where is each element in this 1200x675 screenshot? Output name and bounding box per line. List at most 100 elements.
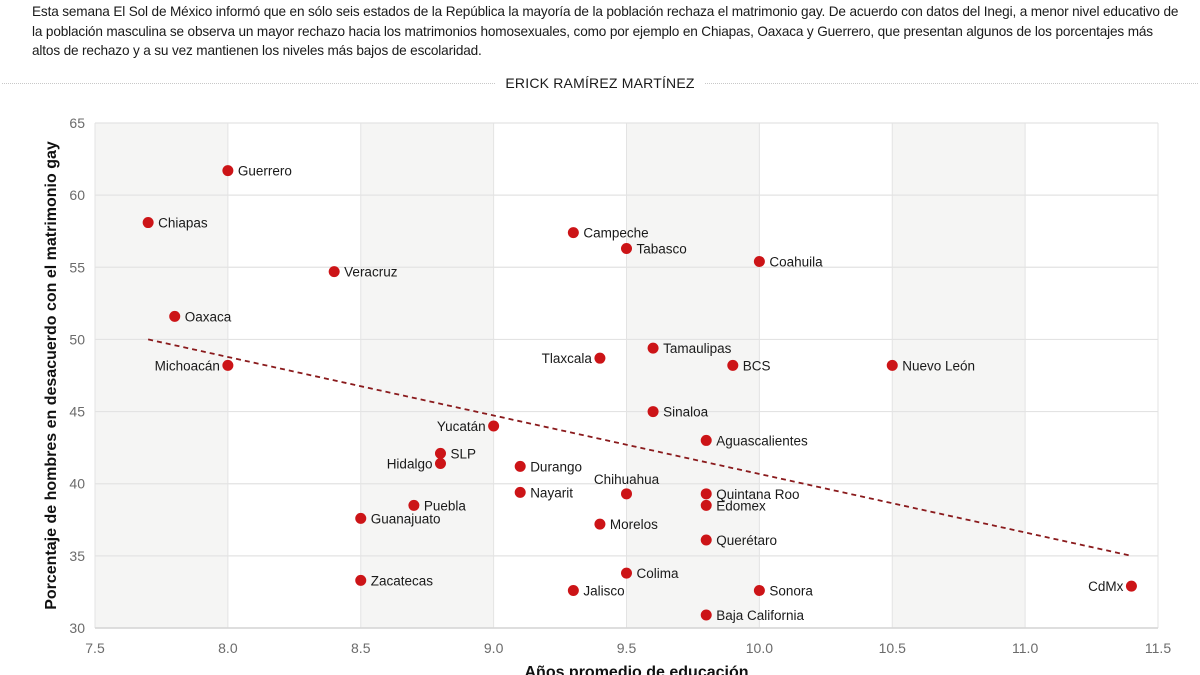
data-point-group[interactable]: Durango bbox=[514, 459, 582, 474]
data-point-group[interactable]: Tabasco bbox=[621, 242, 687, 257]
data-point-group[interactable]: Tlaxcala bbox=[542, 351, 606, 366]
data-point[interactable] bbox=[647, 342, 659, 354]
data-point-group[interactable]: Guanajuato bbox=[355, 511, 441, 526]
data-point[interactable] bbox=[567, 227, 579, 239]
data-point[interactable] bbox=[727, 359, 739, 371]
data-point-group[interactable]: Puebla bbox=[408, 498, 466, 513]
data-point-label: Aguascalientes bbox=[716, 433, 808, 448]
data-point-group[interactable]: Baja California bbox=[700, 608, 805, 623]
data-point-group[interactable]: Aguascalientes bbox=[700, 433, 808, 448]
data-point-label: SLP bbox=[450, 446, 476, 461]
data-point-group[interactable]: Morelos bbox=[594, 517, 658, 532]
data-point[interactable] bbox=[355, 512, 367, 524]
data-point-label: Colima bbox=[637, 566, 680, 581]
data-point-group[interactable]: Quintana Roo bbox=[700, 487, 800, 502]
data-point[interactable] bbox=[434, 447, 446, 459]
data-point[interactable] bbox=[753, 584, 765, 596]
data-point-group[interactable]: Nuevo León bbox=[886, 358, 975, 373]
data-point-group[interactable]: Guerrero bbox=[222, 164, 292, 179]
data-point[interactable] bbox=[408, 499, 420, 511]
data-point[interactable] bbox=[700, 609, 712, 621]
x-tick-label: 9.5 bbox=[617, 640, 637, 656]
data-point-label: Morelos bbox=[610, 517, 658, 532]
data-point[interactable] bbox=[647, 406, 659, 418]
data-point[interactable] bbox=[514, 486, 526, 498]
data-point-label: Guerrero bbox=[238, 164, 292, 179]
data-point[interactable] bbox=[488, 420, 500, 432]
data-point-group[interactable]: Veracruz bbox=[328, 265, 398, 280]
data-point-label: Veracruz bbox=[344, 265, 398, 280]
data-point[interactable] bbox=[594, 518, 606, 530]
byline-divider-right bbox=[704, 82, 1199, 84]
y-tick-label: 65 bbox=[69, 115, 85, 131]
data-point[interactable] bbox=[753, 256, 765, 268]
data-point[interactable] bbox=[222, 165, 234, 177]
data-point-label: Sinaloa bbox=[663, 405, 709, 420]
data-point[interactable] bbox=[700, 488, 712, 500]
data-point[interactable] bbox=[621, 567, 632, 579]
data-point[interactable] bbox=[434, 458, 446, 470]
data-point-group[interactable]: CdMx bbox=[1088, 579, 1137, 594]
data-point-group[interactable]: Nayarit bbox=[514, 485, 574, 500]
data-point-group[interactable]: SLP bbox=[434, 446, 476, 461]
data-point[interactable] bbox=[621, 488, 632, 500]
data-point-label: Campeche bbox=[583, 226, 648, 241]
column-band bbox=[360, 123, 494, 628]
y-tick-label: 50 bbox=[69, 331, 85, 347]
data-point[interactable] bbox=[700, 499, 712, 511]
data-point[interactable] bbox=[328, 266, 340, 278]
data-point-group[interactable]: Campeche bbox=[567, 226, 649, 241]
data-point-label: Tlaxcala bbox=[542, 351, 593, 366]
data-point[interactable] bbox=[355, 574, 367, 586]
data-point-group[interactable]: Michoacán bbox=[155, 358, 234, 373]
data-point[interactable] bbox=[567, 584, 579, 596]
data-point[interactable] bbox=[169, 310, 181, 322]
axes: 7.5 8.0 8.5 9.0 9.5 10.0 10.5 11.0 11.5 30 35 40 45 5… bbox=[69, 115, 1171, 656]
data-point-label: Quintana Roo bbox=[716, 487, 799, 502]
data-point[interactable] bbox=[142, 217, 154, 229]
data-point[interactable] bbox=[621, 243, 632, 255]
x-tick-label: 8.5 bbox=[351, 640, 371, 656]
data-point-label: Sonora bbox=[769, 583, 813, 598]
data-point[interactable] bbox=[594, 352, 606, 364]
data-point-group[interactable]: Hidalgo bbox=[387, 457, 446, 472]
data-point-label: Jalisco bbox=[583, 583, 624, 598]
y-axis-title: Porcentaje de hombres en desacuerdo con … bbox=[43, 141, 60, 610]
data-point-group[interactable]: Jalisco bbox=[567, 583, 625, 598]
y-tick-label: 60 bbox=[69, 187, 85, 203]
data-point-group[interactable]: Chiapas bbox=[142, 216, 208, 231]
x-tick-label: 11.5 bbox=[1145, 640, 1171, 656]
data-point-group[interactable]: Yucatán bbox=[437, 419, 500, 434]
data-point-group[interactable]: Querétaro bbox=[700, 533, 777, 548]
data-point-group[interactable]: Zacatecas bbox=[355, 573, 433, 588]
data-point-group[interactable]: Tamaulipas bbox=[647, 341, 732, 356]
data-point-group[interactable]: Colima bbox=[621, 566, 679, 581]
data-point-label: Puebla bbox=[424, 498, 467, 513]
data-point-group[interactable]: BCS bbox=[727, 358, 771, 373]
data-point[interactable] bbox=[700, 434, 712, 446]
x-tick-label: 11.0 bbox=[1012, 640, 1038, 656]
author-byline: ERICK RAMÍREZ MARTÍNEZ bbox=[505, 75, 695, 91]
data-point[interactable] bbox=[886, 359, 898, 371]
data-point-group[interactable]: Coahuila bbox=[753, 255, 823, 270]
data-point-label: Durango bbox=[530, 459, 582, 474]
data-point-group[interactable]: Sonora bbox=[753, 583, 814, 598]
column-band bbox=[892, 123, 1026, 628]
data-point[interactable] bbox=[222, 359, 234, 371]
data-point-group[interactable]: Edomex bbox=[700, 498, 766, 513]
y-tick-label: 35 bbox=[69, 548, 85, 564]
trend-line-group bbox=[147, 338, 1132, 557]
x-tick-label: 7.5 bbox=[85, 640, 105, 656]
trend-line bbox=[147, 338, 1132, 557]
data-point-group[interactable]: Oaxaca bbox=[169, 309, 232, 324]
data-point[interactable] bbox=[700, 534, 712, 546]
data-point-label: Chihuahua bbox=[594, 472, 660, 487]
data-point-group[interactable]: Sinaloa bbox=[647, 405, 709, 420]
data-point[interactable] bbox=[1125, 580, 1137, 592]
data-point[interactable] bbox=[514, 460, 526, 472]
data-points: Guerrero Chiapas Veracruz Oaxaca Michoacán Ca… bbox=[142, 164, 1137, 623]
data-point-group[interactable]: Chihuahua bbox=[594, 472, 660, 500]
y-tick-label: 55 bbox=[69, 259, 85, 275]
data-point-label: Baja California bbox=[716, 608, 804, 623]
